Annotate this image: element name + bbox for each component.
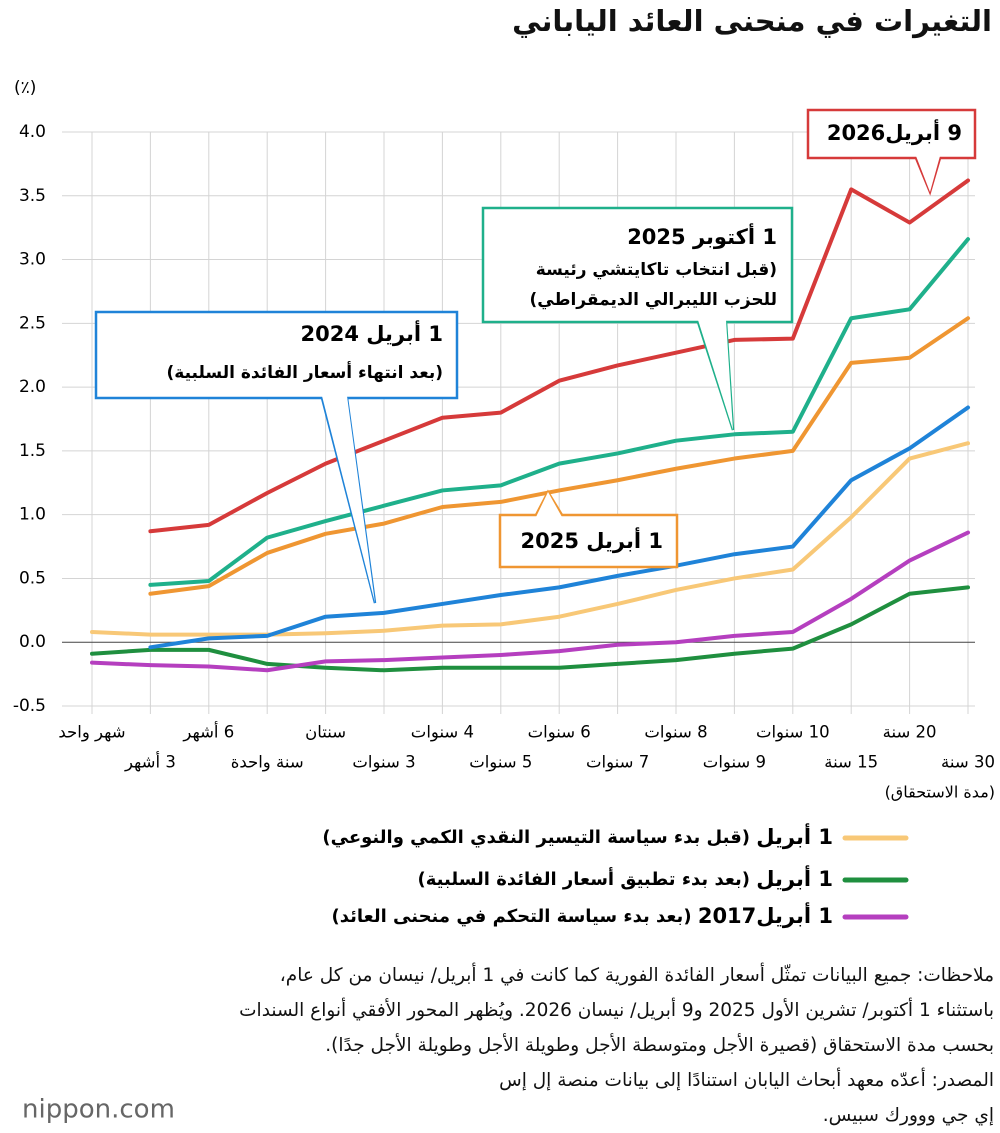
note-line: بحسب مدة الاستحقاق (قصيرة الأجل ومتوسطة … [325,1035,994,1056]
callout-note: (قبل انتخاب تاكايتشي رئيسة [536,260,777,280]
callout-note: للحزب الليبرالي الديمقراطي) [529,290,777,310]
callout-box [481,206,794,324]
note-line: إي جي ووورك سبيس. [822,1105,994,1126]
callout-pointer-cover [322,396,375,603]
legend-note: (قبل بدء سياسة التيسير النقدي الكمي والن… [322,827,750,848]
x-tick-label: 10 سنوات [756,723,830,743]
callout-pointer-cover [916,156,940,192]
series-line [90,585,970,673]
note-line: المصدر: أعدّه معهد أبحاث اليابان استنادً… [499,1070,994,1091]
legend-entry: 1 أبريل (قبل بدء سياسة التيسير النقدي ال… [322,822,833,849]
callout-pointer-cover [536,492,562,517]
x-tick-label: سنة واحدة [231,753,304,773]
x-tick-label: 30 سنة [941,753,995,772]
y-tick-label: 2.5 [19,313,46,333]
x-tick-label: شهر واحد [58,723,125,743]
legend-note: (بعد بدء سياسة التحكم في منحنى العائد) [332,906,692,927]
y-tick-label: 2.0 [19,377,46,397]
note-line: باستثناء 1 أكتوبر/ تشرين الأول 2025 و9 أ… [239,1000,994,1021]
y-tick-label: -0.5 [13,696,46,716]
legend-entry: 1 أبريل (بعد بدء تطبيق أسعار الفائدة الس… [418,864,833,891]
x-tick-label: 6 أشهر [182,721,234,743]
y-tick-label: 3.5 [19,186,46,206]
y-tick-label: 0.5 [19,568,46,588]
logo: nippon.com [22,1095,175,1125]
legend-name: 1 أبريل2017 [698,901,833,928]
callout-box [94,310,459,400]
x-tick-label: 3 أشهر [124,751,176,773]
y-tick-label: 3.0 [19,250,46,270]
callout-title: 9 أبريل2026 [827,118,962,145]
chart-title: التغيرات في منحنى العائد الياباني [512,4,992,38]
callout-box [498,513,679,569]
series-line [90,441,970,637]
notes: ملاحظات: جميع البيانات تمثّل أسعار الفائ… [4,958,994,1133]
x-tick-label: 15 سنة [824,753,878,772]
y-tick-label: 4.0 [19,122,46,142]
series-line [148,178,970,534]
callout-title: 1 أبريل 2025 [521,526,663,553]
x-tick-label: سنتان [305,723,346,742]
x-tick-label: 6 سنوات [528,723,591,743]
x-tick-label: 3 سنوات [352,753,415,773]
y-tick-label: 0.0 [19,632,46,652]
callout-title: 1 أكتوبر 2025 [627,222,777,249]
callout-title: 1 أبريل 2024 [301,319,443,346]
y-tick-label: 1.5 [19,441,46,461]
x-tick-label: 8 سنوات [644,723,707,743]
callout-note: (بعد انتهاء أسعار الفائدة السلبية) [167,361,443,383]
callout-box [806,108,977,160]
x-tick-label: 20 سنة [883,723,937,742]
legend-name: 1 أبريل [756,822,833,849]
series-line [90,530,970,673]
series-line [148,316,970,596]
x-tick-label: 7 سنوات [586,753,649,773]
legend-entry: 1 أبريل2017 (بعد بدء سياسة التحكم في منح… [332,901,833,928]
y-unit: (٪) [14,78,36,98]
note-line: ملاحظات: جميع البيانات تمثّل أسعار الفائ… [279,965,994,986]
legend-note: (بعد بدء تطبيق أسعار الفائدة السلبية) [418,867,750,890]
legend-name: 1 أبريل [756,864,833,891]
callout-pointer-cover [698,320,733,430]
series-line [148,405,970,650]
y-tick-label: 1.0 [19,505,46,525]
x-axis-label: (مدة الاستحقاق) [885,783,995,802]
x-tick-label: 5 سنوات [469,753,532,773]
x-tick-label: 4 سنوات [411,723,474,743]
x-tick-label: 9 سنوات [703,753,766,773]
series-line [148,237,970,587]
